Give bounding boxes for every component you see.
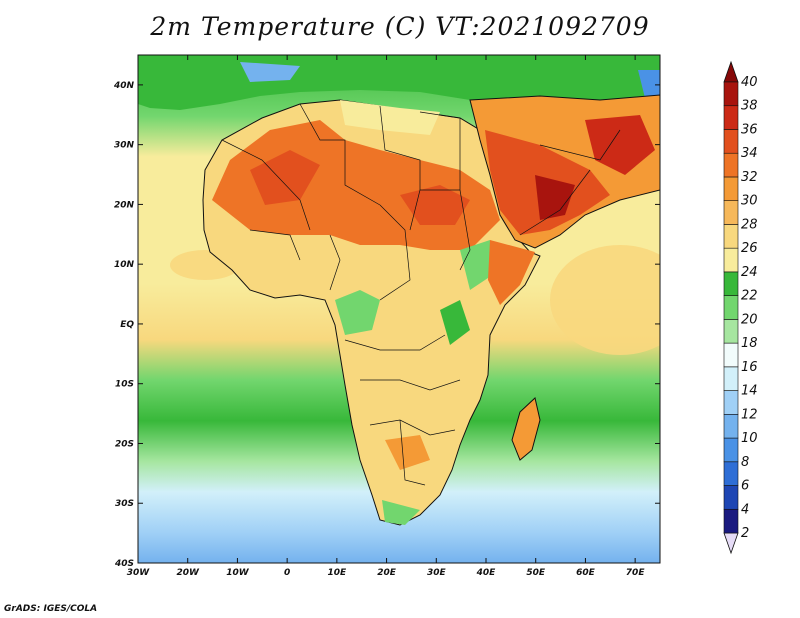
colorbar-segment (723, 366, 739, 391)
colorbar-label: 18 (741, 336, 758, 351)
arabia-hottest (535, 175, 575, 220)
country-borders (221, 103, 621, 486)
colorbar-label: 26 (741, 241, 758, 256)
colorbar-segment (723, 271, 739, 296)
colorbar-label: 28 (741, 217, 758, 232)
colorbar-segment (723, 81, 739, 107)
west-sahara-hottest (250, 150, 320, 205)
horn-hot-zone (488, 240, 535, 305)
lon-tick-label: 40E (476, 568, 497, 578)
colorbar-segment (723, 485, 739, 510)
madagascar-land (511, 397, 541, 461)
kalahari-warm-zone (385, 435, 430, 470)
colorbar-segment (723, 152, 739, 178)
colorbar-label: 38 (741, 99, 758, 114)
lat-tick-label: 30N (114, 141, 135, 151)
colorbar-label: 24 (741, 265, 758, 280)
colorbar-label: 8 (741, 455, 749, 470)
map-title: 2m Temperature (C) VT:2021092709 (150, 12, 650, 41)
lon-tick-label: 0 (284, 568, 290, 578)
colorbar-segment (723, 176, 739, 201)
colorbar-max-arrow (723, 60, 739, 83)
alps-cold-zone (240, 62, 300, 82)
lon-tick-label: 30E (427, 568, 447, 578)
caucasus-cold-zone (638, 70, 660, 100)
lat-tick-label: EQ (120, 320, 134, 330)
colorbar-label: 4 (741, 502, 749, 517)
colorbar-label: 40 (741, 75, 758, 90)
colorbar-segment (723, 129, 739, 154)
colorbar-label: 22 (741, 289, 758, 304)
map-plot-area (138, 55, 660, 563)
lon-tick-label: 10W (226, 568, 250, 578)
congo-green-zone (335, 290, 380, 335)
lake-victoria-zone (440, 300, 470, 345)
colorbar-segment (723, 414, 739, 439)
lon-tick-label: 20W (176, 568, 200, 578)
colorbar-segment (723, 224, 739, 249)
lat-tick-label: 10S (115, 380, 134, 390)
colorbar-segment (723, 295, 739, 320)
lat-tick-label: 20S (115, 439, 134, 449)
lat-tick-label: 30S (115, 499, 134, 509)
latitude-axis: 40N 30N 20N 10N EQ 10S 20S 30S 40S (113, 81, 660, 569)
north-coast-cool (340, 100, 440, 135)
colorbar-label: 36 (741, 122, 758, 137)
lon-tick-label: 30W (127, 568, 151, 578)
lon-tick-label: 10E (328, 568, 348, 578)
colorbar-label: 20 (741, 312, 758, 327)
colorbar-segment (723, 200, 739, 225)
colorbar-segment (723, 105, 739, 130)
colorbar-segment (723, 342, 739, 368)
colorbar-label: 14 (741, 384, 758, 399)
colorbar-segment (723, 247, 739, 273)
cape-green-zone (382, 500, 420, 525)
iran-hot-zone (585, 115, 655, 175)
colorbar-label: 10 (741, 431, 758, 446)
lat-tick-label: 20N (114, 200, 135, 210)
lat-tick-label: 40S (114, 559, 134, 569)
colorbar-segment (723, 437, 739, 463)
colorbar-label: 12 (741, 407, 758, 422)
lon-tick-label: 60E (576, 568, 596, 578)
lon-tick-label: 20E (377, 568, 397, 578)
colorbar-segment (723, 319, 739, 344)
colorbar-segment (723, 461, 739, 486)
colorbar-label: 30 (741, 194, 758, 209)
colorbar-label: 34 (741, 146, 758, 161)
indian-ocean-warm-zone (550, 245, 660, 355)
colorbar-label: 2 (741, 526, 749, 541)
colorbar-label: 16 (741, 360, 758, 375)
colorbar-label: 6 (741, 479, 749, 494)
lon-tick-label: 50E (526, 568, 546, 578)
colorbar-label: 32 (741, 170, 758, 185)
lon-tick-label: 70E (626, 568, 646, 578)
longitude-axis: 30W 20W 10W 0 10E 20E 30E 40E 50E 60E 70E (127, 55, 646, 578)
grads-credit: GrADS: IGES/COLA (4, 604, 98, 614)
plot-frame (137, 54, 661, 564)
lat-tick-label: 40N (113, 81, 135, 91)
sudan-hottest (400, 185, 470, 225)
colorbar-segment (723, 508, 739, 534)
colorbar-segment (723, 390, 739, 415)
colorbar-min-arrow (723, 532, 739, 555)
lat-tick-label: 10N (114, 260, 135, 270)
